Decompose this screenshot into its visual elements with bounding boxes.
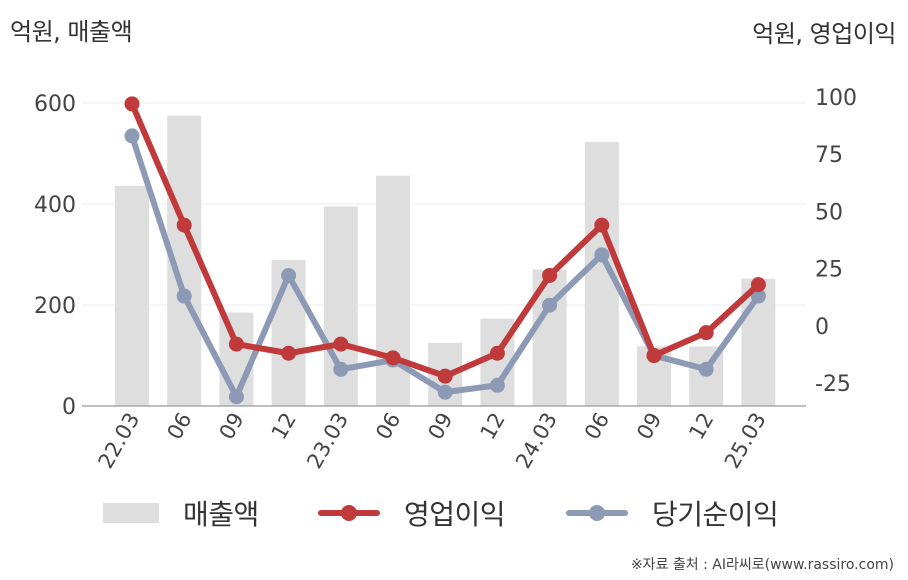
legend-label-net-profit: 당기순이익 <box>652 498 779 531</box>
point-operating-profit <box>698 325 714 341</box>
right-axis-unit-label: 억원, 영업이익 <box>752 20 896 48</box>
x-axis-tick-label: 12 <box>267 409 301 444</box>
point-net-profit <box>489 377 505 393</box>
point-operating-profit <box>437 368 453 384</box>
x-axis-tick-label: 09 <box>215 409 249 444</box>
point-operating-profit <box>594 217 610 233</box>
point-net-profit <box>698 361 714 377</box>
legend-swatch-operating-profit <box>318 502 380 524</box>
point-net-profit <box>228 389 244 405</box>
point-operating-profit <box>228 336 244 352</box>
left-axis-tick-label: 200 <box>34 294 76 319</box>
point-operating-profit <box>385 350 401 366</box>
x-axis-tick-label: 12 <box>476 409 510 444</box>
left-axis-tick-label: 0 <box>62 395 76 420</box>
x-axis-tick-label: 25.03 <box>720 409 771 473</box>
x-axis-tick-label: 06 <box>162 409 196 444</box>
legend-item-revenue: 매출액 <box>103 490 259 536</box>
point-net-profit <box>437 384 453 400</box>
x-axis-tick-label: 23.03 <box>302 409 353 473</box>
left-axis-unit-label: 억원, 매출액 <box>10 18 133 46</box>
legend-swatch-revenue <box>103 503 159 523</box>
bar-revenue <box>271 260 306 406</box>
point-net-profit <box>333 361 349 377</box>
x-axis-tick-label: 12 <box>684 409 718 444</box>
left-axis-tick-label: 400 <box>34 193 76 218</box>
right-axis-tick-label: 50 <box>815 200 843 225</box>
point-operating-profit <box>124 96 140 112</box>
x-axis-tick-label: 24.03 <box>511 409 562 473</box>
point-operating-profit <box>176 217 192 233</box>
x-axis-tick-label: 09 <box>632 409 666 444</box>
point-net-profit <box>542 297 558 313</box>
point-net-profit <box>176 288 192 304</box>
point-operating-profit <box>281 345 297 361</box>
point-net-profit <box>281 267 297 283</box>
point-net-profit <box>124 128 140 144</box>
legend-label-operating-profit: 영업이익 <box>404 498 506 531</box>
point-operating-profit <box>333 336 349 352</box>
right-axis-tick-label: -25 <box>815 372 851 397</box>
bar-revenue <box>376 175 410 406</box>
source-note: ※자료 출처 : AI라씨로(www.rassiro.com) <box>630 557 894 573</box>
left-axis-tick-label: 600 <box>34 92 76 117</box>
x-axis-tick-label: 22.03 <box>93 409 144 473</box>
bar-revenue <box>115 185 149 406</box>
right-axis-tick-label: 0 <box>815 315 829 340</box>
legend-swatch-net-profit <box>566 502 628 524</box>
point-operating-profit <box>646 348 662 364</box>
chart-legend: 매출액 영업이익 당기순이익 <box>0 490 908 540</box>
right-axis-tick-label: 75 <box>815 143 843 168</box>
x-axis-tick-label: 06 <box>580 409 614 444</box>
point-operating-profit <box>489 345 505 361</box>
point-operating-profit <box>542 267 558 283</box>
right-axis-tick-label: 100 <box>815 86 857 111</box>
legend-label-revenue: 매출액 <box>183 498 259 531</box>
point-operating-profit <box>750 277 766 293</box>
x-axis-tick-label: 06 <box>371 409 405 444</box>
legend-item-operating-profit: 영업이익 <box>318 490 506 536</box>
point-net-profit <box>594 247 610 263</box>
right-axis-tick-label: 25 <box>815 258 843 283</box>
x-axis-tick-label: 09 <box>423 409 457 444</box>
legend-item-net-profit: 당기순이익 <box>566 490 779 536</box>
point-net-profit <box>750 288 766 304</box>
